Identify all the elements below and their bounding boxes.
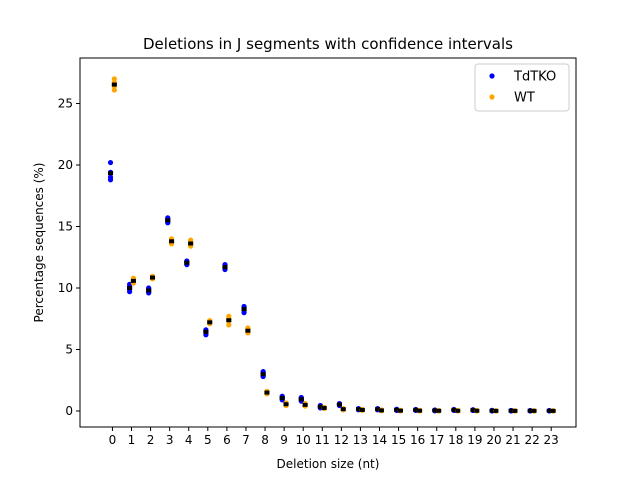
mean-marker — [203, 329, 209, 334]
chart-title: Deletions in J segments with confidence … — [143, 35, 513, 53]
x-tick-label: 5 — [204, 433, 212, 447]
mean-marker — [207, 320, 213, 325]
legend-marker-tdtko — [489, 73, 495, 79]
mean-marker — [302, 402, 308, 407]
mean-marker — [336, 402, 342, 407]
y-tick-label: 20 — [58, 158, 73, 172]
x-tick-label: 14 — [372, 433, 387, 447]
mean-marker — [184, 260, 190, 265]
x-tick-label: 12 — [334, 433, 349, 447]
mean-marker — [165, 218, 171, 223]
mean-marker — [474, 408, 480, 413]
mean-marker — [222, 265, 228, 270]
x-tick-label: 2 — [147, 433, 155, 447]
mean-marker — [127, 286, 133, 291]
mean-marker — [413, 407, 419, 412]
data-point-tdtko — [107, 174, 114, 180]
mean-marker — [146, 288, 152, 293]
x-tick-label: 15 — [391, 433, 406, 447]
mean-marker — [470, 408, 476, 413]
mean-marker — [375, 407, 381, 412]
y-tick-label: 15 — [58, 220, 73, 234]
x-tick-label: 11 — [315, 433, 330, 447]
x-tick-label: 3 — [166, 433, 174, 447]
mean-marker — [279, 395, 285, 400]
x-tick-label: 19 — [467, 433, 482, 447]
mean-marker — [321, 405, 327, 410]
series-wt-points — [111, 76, 556, 414]
x-tick-label: 17 — [429, 433, 444, 447]
x-tick-label: 18 — [448, 433, 463, 447]
x-tick-label: 21 — [505, 433, 520, 447]
x-tick-label: 8 — [261, 433, 269, 447]
legend-label-tdtko: TdTKO — [513, 70, 556, 85]
mean-marker — [241, 307, 247, 312]
mean-marker — [394, 407, 400, 412]
mean-marker — [356, 407, 362, 412]
y-tick-label: 10 — [58, 281, 73, 295]
mean-marker — [340, 407, 346, 412]
x-tick-label: 22 — [524, 433, 539, 447]
mean-marker — [527, 408, 533, 413]
plot-area-frame — [79, 57, 577, 428]
y-tick-label: 0 — [65, 404, 73, 418]
mean-marker — [169, 239, 175, 244]
legend: TdTKO WT — [474, 63, 570, 112]
mean-marker — [298, 397, 304, 402]
mean-marker — [108, 171, 114, 176]
mean-marker — [260, 372, 266, 377]
data-point-tdtko — [107, 159, 114, 166]
y-tick-label: 5 — [65, 343, 73, 357]
mean-marker — [226, 318, 232, 323]
legend-label-wt: WT — [514, 91, 535, 106]
mean-marker — [264, 390, 270, 395]
mean-marker — [508, 408, 514, 413]
x-tick-label: 0 — [109, 433, 117, 447]
mean-marker — [489, 408, 495, 413]
data-point-wt — [111, 76, 117, 82]
data-point-wt — [226, 322, 232, 328]
x-tick-label: 4 — [185, 433, 193, 447]
mean-marker — [550, 408, 556, 413]
x-tick-label: 10 — [296, 433, 311, 447]
mean-marker — [378, 408, 384, 413]
legend-marker-wt — [489, 94, 495, 100]
x-axis-label: Deletion size (nt) — [277, 457, 380, 471]
data-point-wt — [111, 87, 117, 93]
mean-marker — [512, 408, 518, 413]
mean-marker — [149, 275, 155, 280]
x-tick-label: 23 — [544, 433, 559, 447]
mean-marker — [397, 408, 403, 413]
x-tick-label: 7 — [242, 433, 250, 447]
mean-marker — [493, 408, 499, 413]
x-tick-label: 9 — [280, 433, 288, 447]
y-axis: 0 5 10 15 20 25 — [58, 97, 80, 418]
data-marks — [107, 76, 556, 414]
mean-marker — [417, 408, 423, 413]
mean-marker — [455, 408, 461, 413]
mean-marker — [359, 407, 365, 412]
legend-box — [474, 63, 570, 112]
y-tick-label: 25 — [58, 97, 73, 111]
mean-marker — [432, 408, 438, 413]
mean-marker — [451, 407, 457, 412]
mean-marker — [531, 408, 537, 413]
y-axis-label: Percentage sequences (%) — [32, 163, 46, 323]
x-tick-label: 16 — [410, 433, 425, 447]
x-tick-label: 20 — [486, 433, 501, 447]
x-tick-label: 13 — [353, 433, 368, 447]
mean-marker — [130, 278, 136, 283]
mean-marker — [436, 408, 442, 413]
x-axis: 0 1 2 3 4 5 6 7 8 9 10 11 12 13 14 15 16 17 18 19 20 21 22 23 — [109, 427, 559, 447]
x-tick-label: 6 — [223, 433, 231, 447]
mean-marker — [111, 82, 117, 87]
mean-marker — [283, 402, 289, 407]
mean-marker — [245, 328, 251, 333]
x-tick-label: 1 — [128, 433, 136, 447]
mean-marker — [188, 241, 194, 246]
mean-marker — [546, 408, 552, 413]
mean-marker — [317, 404, 323, 409]
